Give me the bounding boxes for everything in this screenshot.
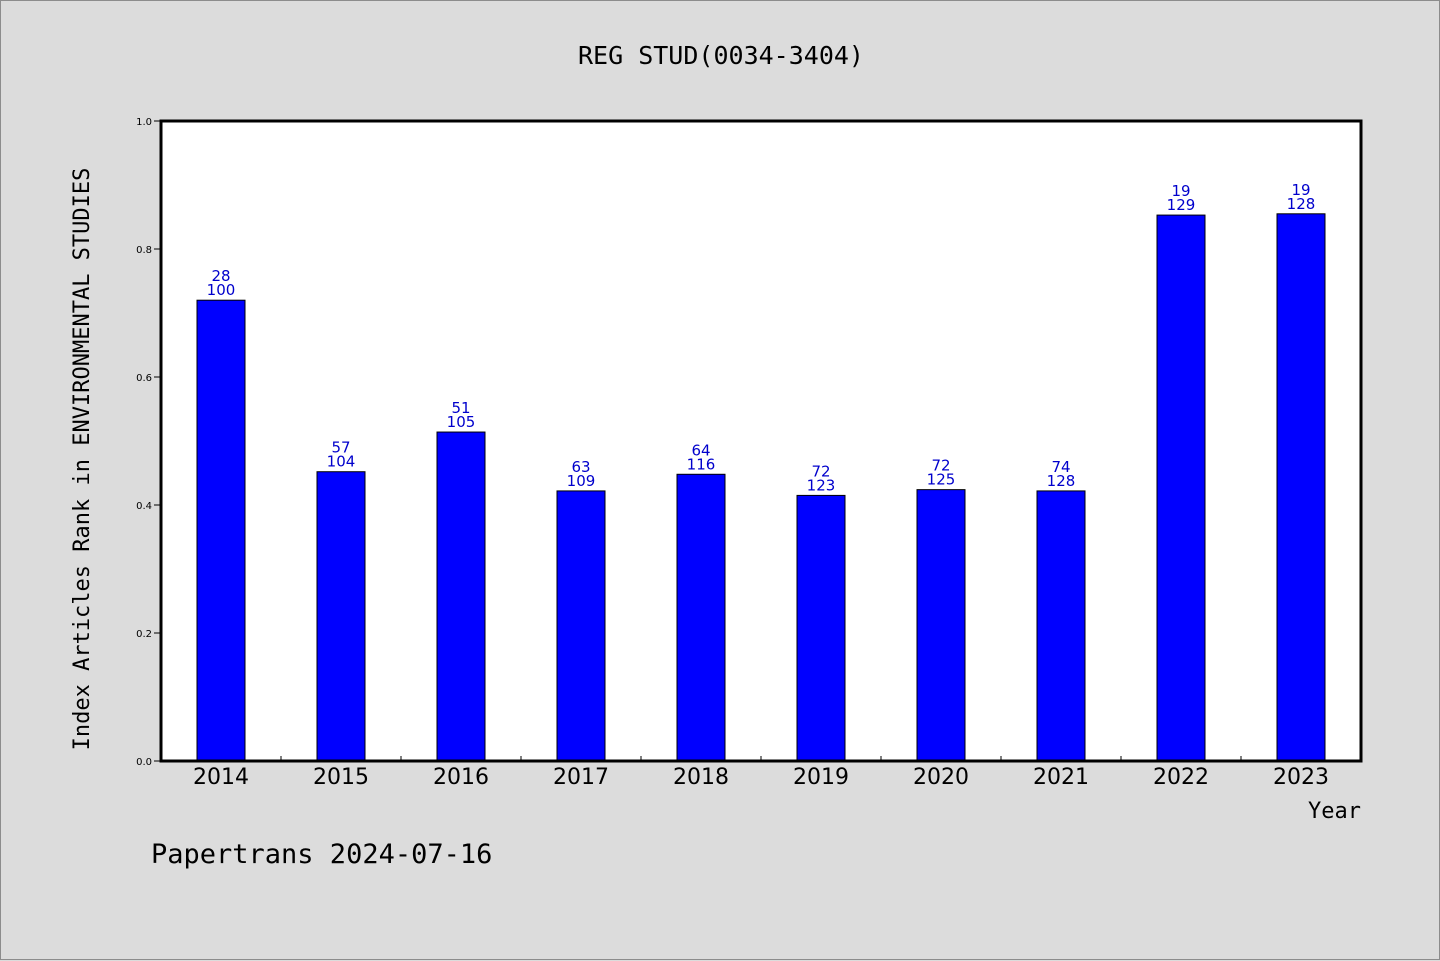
- bar-2017: [556, 490, 606, 762]
- x-tick-label: 2018: [673, 765, 729, 790]
- total-label: 125: [927, 471, 956, 489]
- x-tick-label: 2020: [913, 765, 969, 790]
- total-label: 123: [807, 476, 836, 494]
- y-tick-label: 0.0: [136, 757, 152, 768]
- rank-label: 63: [571, 458, 590, 476]
- x-axis-label: Year: [1308, 799, 1361, 824]
- total-label: 109: [567, 472, 596, 490]
- x-tick-label: 2015: [313, 765, 369, 790]
- bar-2014: [196, 299, 246, 762]
- total-label: 105: [447, 413, 476, 431]
- total-label: 128: [1047, 472, 1076, 490]
- rank-label: 19: [1171, 182, 1190, 200]
- bar-2018: [676, 473, 726, 762]
- chart-title: REG STUD(0034-3404): [578, 41, 864, 70]
- y-tick-label: 0.8: [136, 245, 152, 256]
- rank-label: 19: [1291, 181, 1310, 199]
- total-label: 104: [327, 453, 356, 471]
- rank-label: 64: [691, 441, 710, 459]
- rank-label: 72: [811, 462, 830, 480]
- footer-text: Papertrans 2024-07-16: [151, 839, 492, 870]
- bar-2020: [916, 489, 966, 762]
- x-tick-label: 2022: [1153, 765, 1209, 790]
- total-label: 129: [1167, 196, 1196, 214]
- x-tick-label: 2023: [1273, 765, 1329, 790]
- x-tick-label: 2021: [1033, 765, 1089, 790]
- plot-border: [159, 119, 1363, 763]
- x-tick-label: 2016: [433, 765, 489, 790]
- rank-label: 72: [931, 457, 950, 475]
- bar-2023: [1276, 213, 1326, 762]
- total-label: 116: [687, 455, 716, 473]
- bar-2021: [1036, 490, 1086, 762]
- bar-2016: [436, 431, 486, 762]
- rank-label: 57: [331, 439, 350, 457]
- total-label: 128: [1287, 195, 1316, 213]
- bar-2019: [796, 494, 846, 762]
- y-tick-label: 0.2: [136, 629, 152, 640]
- x-tick-label: 2017: [553, 765, 609, 790]
- bar-2015: [316, 471, 366, 762]
- x-tick-label: 2014: [193, 765, 249, 790]
- rank-label: 28: [211, 267, 230, 285]
- y-axis-label: Index Articles Rank in ENVIRONMENTAL STU…: [70, 168, 95, 751]
- y-tick-label: 0.4: [136, 501, 152, 512]
- y-tick-label: 1.0: [136, 117, 152, 128]
- x-tick-label: 2019: [793, 765, 849, 790]
- y-tick-label: 0.6: [136, 373, 152, 384]
- rank-label: 51: [451, 399, 470, 417]
- rank-label: 74: [1051, 458, 1070, 476]
- total-label: 100: [207, 281, 236, 299]
- bar-2022: [1156, 214, 1206, 762]
